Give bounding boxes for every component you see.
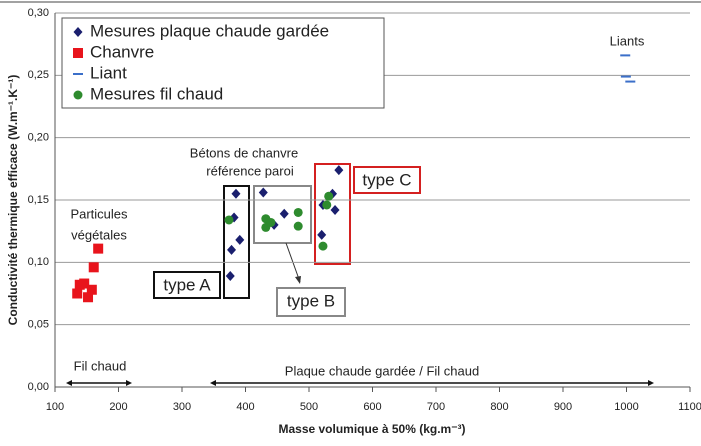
point [74, 279, 85, 290]
point [83, 292, 94, 303]
point [318, 241, 328, 251]
y-tick-label: 0,20 [28, 132, 49, 144]
y-axis-label: Conductivité thermique efficace (W.m⁻¹.K… [6, 75, 20, 326]
annotation: référence paroi [206, 163, 294, 178]
point [324, 191, 334, 201]
x-tick-label: 900 [554, 401, 572, 413]
point [317, 229, 327, 240]
point [72, 288, 83, 299]
y-tick-label: 0,00 [28, 381, 49, 393]
legend-label: Chanvre [90, 42, 154, 61]
x-tick-label: 600 [363, 401, 381, 413]
annotation: Bétons de chanvre [190, 145, 298, 160]
point [73, 27, 83, 37]
point [93, 243, 104, 254]
point [86, 284, 97, 295]
x-tick-label: 800 [490, 401, 508, 413]
label-box-a [153, 271, 221, 299]
point [73, 73, 83, 75]
y-tick-label: 0,05 [28, 319, 49, 331]
x-tick-label: 300 [173, 401, 191, 413]
point [225, 271, 235, 282]
box-a [223, 185, 250, 299]
x-tick-label: 500 [300, 401, 318, 413]
x-axis-label: Masse volumique à 50% (kg.m⁻³) [278, 422, 465, 436]
y-tick-label: 0,15 [28, 194, 49, 206]
y-tick-label: 0,30 [28, 7, 49, 19]
annotation: Plaque chaude gardée / Fil chaud [285, 363, 479, 378]
x-tick-label: 1000 [614, 401, 638, 413]
box-c [314, 163, 351, 265]
arrow-b-head [295, 276, 301, 284]
x-tick-label: 700 [427, 401, 445, 413]
point [258, 187, 268, 198]
point [224, 215, 234, 225]
legend-box [61, 17, 385, 109]
x-tick-label: 1100 [678, 401, 701, 413]
point [293, 207, 303, 217]
legend: Mesures plaque chaude gardée Chanvre Liant… [61, 17, 385, 109]
y-tick-label: 0,25 [28, 69, 49, 81]
annotation: végétales [71, 227, 127, 242]
annotation: Particules [70, 206, 128, 221]
point [235, 234, 245, 245]
point [279, 208, 289, 219]
legend-label: Mesures fil chaud [90, 84, 223, 103]
point [227, 244, 237, 255]
x-tick-label: 400 [236, 401, 254, 413]
point [293, 221, 303, 231]
legend-label: Mesures plaque chaude gardée [90, 21, 329, 40]
point [73, 90, 83, 100]
box-b [253, 185, 312, 244]
point [231, 188, 241, 199]
annotation: type C [362, 170, 411, 189]
label-box-b [276, 287, 346, 317]
point [266, 217, 276, 227]
legend-label: Liant [90, 63, 127, 82]
point [73, 48, 83, 58]
annotation: type A [163, 275, 211, 294]
point [322, 200, 332, 210]
annotation: Liants [610, 33, 645, 48]
annotation: Fil chaud [74, 358, 127, 373]
label-box-c [353, 166, 421, 194]
point [620, 75, 631, 78]
x-tick-label: 200 [109, 401, 127, 413]
point [620, 54, 631, 57]
point [625, 80, 636, 83]
point [330, 204, 340, 215]
point [334, 165, 344, 176]
x-tick-label: 100 [46, 401, 64, 413]
annotation: type B [287, 291, 335, 310]
point [88, 262, 99, 273]
y-tick-label: 0,10 [28, 256, 49, 268]
